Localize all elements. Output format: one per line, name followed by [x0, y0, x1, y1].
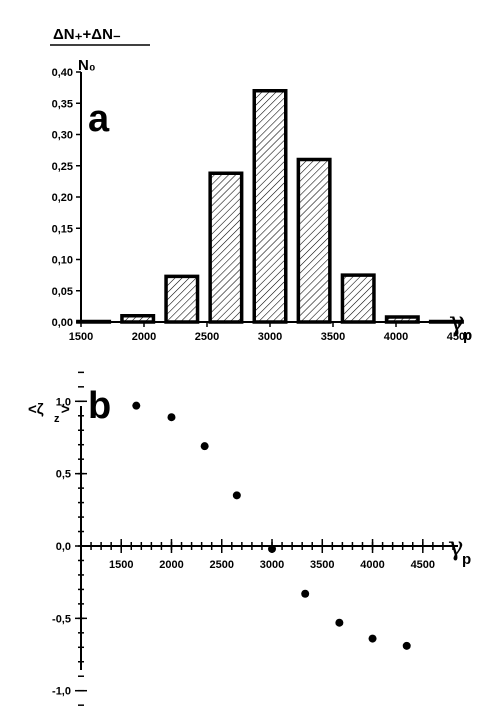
bar-4 — [252, 89, 288, 324]
x-tick-label: 4000 — [384, 331, 408, 343]
panel-a-xlabel-sub: p — [463, 327, 472, 344]
panel-b-xlabel-sub: p — [462, 551, 471, 568]
x-tick-label: 4500 — [411, 559, 435, 571]
panel-a-bar-chart: ΔN₊+ΔN₋ N₀ a 0,00 0,05 0,10 0,15 0,20 0,25 0,3… — [50, 26, 472, 344]
panel-a-bars — [76, 89, 464, 324]
data-point-6 — [335, 618, 344, 627]
x-tick-label: 2000 — [132, 331, 156, 343]
y-tick-label: 0,40 — [52, 67, 73, 79]
y-tick-label: 0,5 — [56, 469, 71, 481]
y-tick-label: -1,0 — [52, 686, 71, 698]
y-tick-label: 0,00 — [52, 317, 73, 329]
data-point-7 — [368, 634, 377, 643]
data-point-8 — [402, 641, 411, 650]
bar-3 — [208, 171, 244, 324]
panel-a-xlabel: γ — [449, 307, 465, 337]
y-tick-label: 0,35 — [52, 98, 73, 110]
y-tick-label: 0,05 — [52, 286, 73, 298]
panel-a-y-ticks: 0,00 0,05 0,10 0,15 0,20 0,25 0,30 0,35 0,40 — [52, 67, 81, 329]
y-tick-label: 0,15 — [52, 223, 73, 235]
bar-5 — [296, 157, 332, 324]
panel-b-y-ticks: 1,0 0,5 0,0 -0,5 -1,0 — [52, 396, 87, 698]
panel-b-letter: b — [88, 385, 111, 427]
x-tick-label: 2500 — [195, 331, 219, 343]
x-tick-label: 4000 — [360, 559, 384, 571]
y-tick-label: 1,0 — [56, 396, 71, 408]
panel-b-scatter-chart: <ζ z > b 1,0 0,5 0,0 -0,5 -1,0 1500 2000 2500 3… — [28, 371, 471, 706]
panel-b-ylabel-main: <ζ — [28, 401, 44, 418]
panel-a-ylabel-denominator: N₀ — [78, 57, 96, 74]
panel-b-ylabel-sub: z — [54, 413, 60, 425]
panel-a-x-ticks: 1500 2000 2500 3000 3500 4000 4500 — [69, 322, 471, 343]
data-point-1 — [167, 413, 176, 422]
y-tick-label: 0,10 — [52, 255, 73, 267]
x-tick-label: 1500 — [109, 559, 133, 571]
panel-b-xlabel: γ — [448, 532, 464, 562]
data-point-5 — [301, 589, 310, 598]
bar-6 — [340, 273, 376, 324]
data-point-3 — [232, 491, 241, 500]
x-tick-label: 1500 — [69, 331, 93, 343]
x-tick-label: 3000 — [260, 559, 284, 571]
y-tick-label: 0,25 — [52, 161, 73, 173]
x-tick-label: 3000 — [258, 331, 282, 343]
x-tick-label: 4500 — [447, 331, 471, 343]
y-tick-label: 0,0 — [56, 541, 71, 553]
data-point-0 — [132, 401, 141, 410]
panel-a-ylabel-numerator: ΔN₊+ΔN₋ — [53, 26, 121, 43]
panel-b-minor-ticks — [78, 371, 454, 706]
data-point-2 — [200, 442, 209, 451]
panel-b-ylabel-close: > — [61, 401, 70, 418]
y-tick-label: -0,5 — [52, 613, 71, 625]
panel-a-letter: a — [88, 98, 110, 140]
x-tick-label: 3500 — [310, 559, 334, 571]
panel-b-x-ticks: 1500 2000 2500 3000 3500 4000 4500 — [109, 539, 435, 571]
y-tick-label: 0,30 — [52, 130, 73, 142]
bar-2 — [164, 274, 200, 324]
y-tick-label: 0,20 — [52, 192, 73, 204]
panel-b-points — [132, 401, 411, 650]
x-tick-label: 2000 — [159, 559, 183, 571]
x-tick-label: 2500 — [210, 559, 234, 571]
x-tick-label: 3500 — [321, 331, 345, 343]
data-point-4 — [268, 544, 277, 553]
